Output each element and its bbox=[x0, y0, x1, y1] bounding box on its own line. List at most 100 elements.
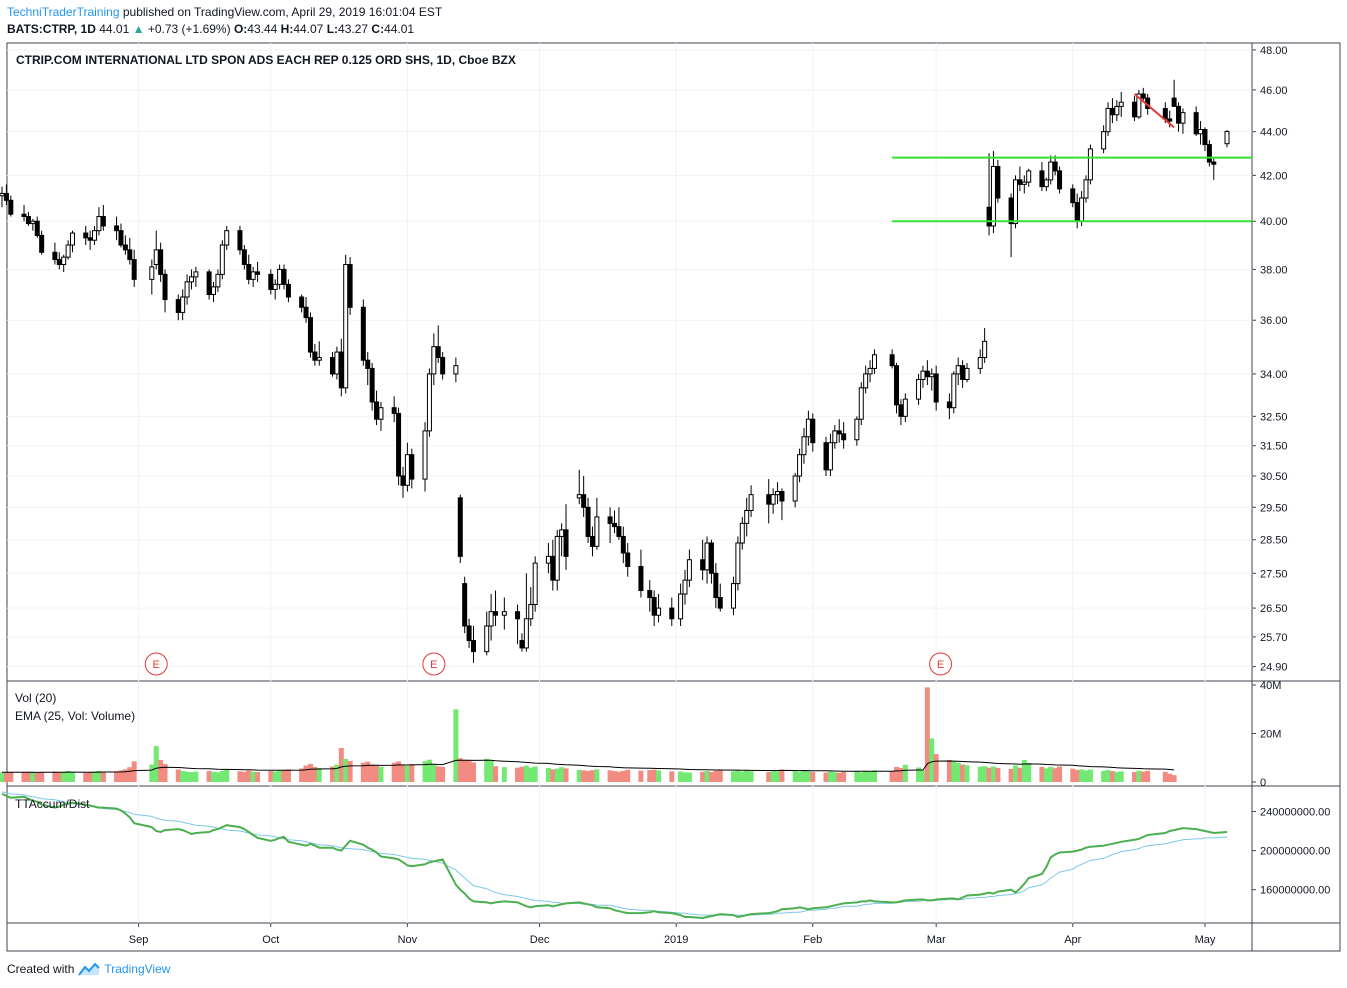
candle-body-down bbox=[400, 475, 406, 486]
candle-body-up bbox=[797, 454, 803, 477]
volume-bar bbox=[951, 761, 957, 782]
candle bbox=[488, 594, 494, 641]
volume-bar bbox=[528, 767, 534, 782]
candle bbox=[255, 262, 261, 282]
volume-bar bbox=[748, 771, 754, 782]
volume-bar bbox=[241, 771, 247, 782]
volume-bar bbox=[215, 772, 221, 782]
candle-body-down bbox=[131, 259, 137, 280]
volume-ema-line bbox=[2, 759, 1175, 773]
volume-bar bbox=[638, 770, 644, 782]
candle bbox=[1224, 130, 1230, 148]
candle-body-up bbox=[453, 365, 459, 375]
candle bbox=[25, 211, 31, 226]
candle bbox=[898, 399, 904, 426]
candle-body-down bbox=[1140, 93, 1146, 99]
candle bbox=[708, 539, 714, 584]
volume-bar bbox=[946, 759, 952, 782]
candle-body-down bbox=[52, 251, 58, 261]
volume-bar bbox=[1008, 768, 1014, 782]
candle bbox=[1131, 96, 1137, 122]
volume-bar bbox=[651, 769, 657, 782]
candle-body-down bbox=[470, 640, 476, 653]
volume-bar bbox=[625, 769, 631, 782]
candle-body-up bbox=[858, 387, 864, 420]
candle-body-down bbox=[1070, 188, 1076, 204]
candle-body-up bbox=[594, 516, 600, 547]
candle-body-up bbox=[792, 475, 798, 502]
candle bbox=[515, 604, 521, 645]
candle-body-down bbox=[329, 356, 335, 375]
candle bbox=[440, 352, 446, 380]
volume-bar bbox=[1171, 775, 1177, 782]
volume-bar bbox=[211, 771, 217, 782]
volume-bar bbox=[56, 772, 62, 782]
candle bbox=[92, 225, 98, 246]
volume-bar bbox=[686, 772, 692, 782]
candle-body-down bbox=[285, 283, 291, 298]
x-tick-label: Apr bbox=[1064, 934, 1081, 946]
candle-body-down bbox=[56, 259, 62, 265]
candle bbox=[827, 433, 833, 477]
candle-body-down bbox=[616, 526, 622, 537]
candle-body-up bbox=[1118, 101, 1124, 107]
price-tick-label: 34.00 bbox=[1260, 369, 1288, 381]
candle bbox=[316, 341, 322, 366]
volume-bar bbox=[246, 770, 252, 782]
candle bbox=[470, 625, 476, 663]
open-value: 43.44 bbox=[247, 22, 278, 36]
candle-body-up bbox=[180, 296, 186, 313]
candle-body-down bbox=[779, 491, 785, 502]
volume-bar bbox=[827, 771, 833, 782]
tradingview-brand-link[interactable]: TradingView bbox=[104, 962, 171, 976]
price-tick-label: 36.00 bbox=[1260, 315, 1288, 327]
volume-bar bbox=[400, 764, 406, 782]
candle-body-down bbox=[823, 442, 829, 471]
candle-body-up bbox=[277, 268, 283, 285]
candle bbox=[686, 549, 692, 588]
volume-bar bbox=[369, 764, 375, 782]
candle bbox=[1118, 91, 1124, 117]
volume-bar bbox=[1114, 771, 1120, 782]
volume-bar bbox=[1105, 770, 1111, 782]
candle-body-down bbox=[457, 497, 463, 557]
candle-body-down bbox=[87, 237, 93, 241]
candle-body-up bbox=[316, 356, 322, 361]
volume-bar bbox=[871, 770, 877, 782]
candle-body-up bbox=[982, 340, 988, 358]
candle-body-down bbox=[841, 433, 847, 441]
candle bbox=[158, 242, 164, 282]
candle-body-up bbox=[96, 216, 102, 232]
candle bbox=[193, 266, 199, 287]
volume-bar bbox=[96, 770, 102, 782]
candle-body-up bbox=[1021, 181, 1027, 185]
volume-bar bbox=[219, 770, 225, 782]
candle bbox=[400, 466, 406, 498]
candle-body-down bbox=[391, 407, 397, 414]
candle bbox=[612, 510, 617, 534]
candle bbox=[519, 633, 525, 652]
low-value: 43.27 bbox=[338, 22, 369, 36]
volume-bar bbox=[902, 764, 908, 782]
volume-bar bbox=[898, 767, 904, 782]
candle-body-up bbox=[224, 230, 230, 246]
candle bbox=[184, 274, 190, 305]
volume-bar bbox=[1083, 770, 1089, 782]
volume-bar bbox=[281, 770, 287, 782]
candle bbox=[576, 469, 582, 505]
author-link[interactable]: TechniTraderTraining bbox=[7, 5, 120, 19]
candle bbox=[83, 225, 89, 246]
candle-body-down bbox=[1052, 161, 1058, 172]
volume-bar bbox=[924, 687, 930, 782]
candle-body-down bbox=[158, 249, 164, 275]
candle-body-up bbox=[1026, 170, 1032, 183]
candle-body-down bbox=[360, 306, 366, 361]
candle-body-down bbox=[810, 418, 816, 444]
volume-bar bbox=[735, 770, 741, 782]
candle bbox=[338, 338, 344, 397]
candle bbox=[188, 269, 194, 290]
candle bbox=[466, 618, 472, 648]
candle-body-down bbox=[281, 268, 287, 285]
volume-bar bbox=[929, 738, 935, 782]
